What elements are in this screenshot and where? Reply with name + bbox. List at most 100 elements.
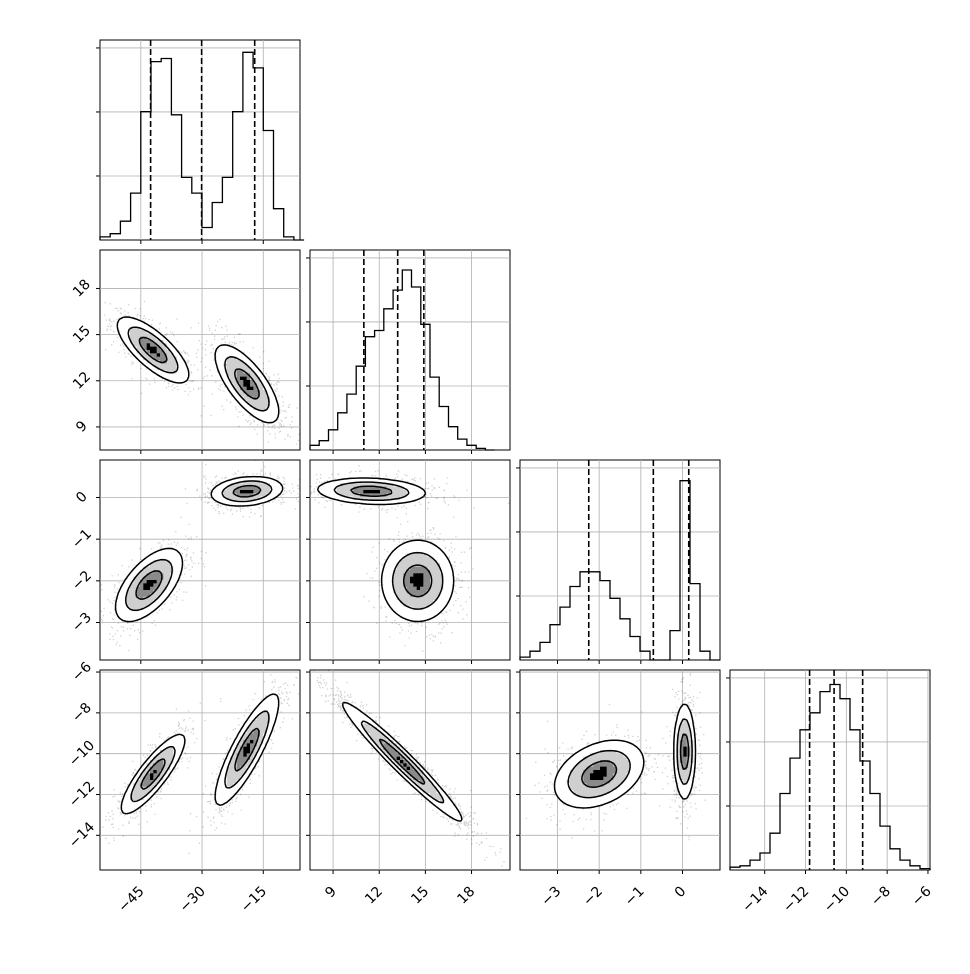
density-cell — [610, 753, 614, 758]
density-cell — [263, 410, 268, 414]
density-cell — [443, 793, 448, 798]
density-cell — [433, 563, 438, 568]
density-cell — [430, 566, 434, 571]
density-cell — [136, 796, 141, 801]
density-cell — [426, 596, 431, 601]
density-cell — [413, 610, 418, 614]
density-cell — [593, 760, 598, 764]
density-cell — [136, 330, 141, 334]
density-cell — [583, 770, 588, 774]
density-cell — [146, 793, 151, 798]
density-cell — [426, 576, 431, 581]
density-cell — [126, 580, 131, 584]
density-cell — [226, 353, 231, 358]
density-cell — [420, 540, 424, 544]
density-cell — [413, 783, 418, 788]
density-cell — [166, 763, 171, 768]
density-cell — [236, 786, 241, 791]
density-cell — [163, 350, 168, 354]
density-cell — [443, 576, 448, 581]
density-cell — [423, 560, 428, 564]
density-cell — [373, 486, 378, 491]
density-cell — [136, 790, 141, 794]
density-cell — [116, 323, 121, 328]
density-cell — [230, 793, 234, 798]
density-cell — [233, 500, 238, 504]
density-cell — [166, 583, 171, 588]
density-cell — [236, 783, 241, 788]
density-cell — [160, 780, 164, 784]
density-cell — [586, 763, 591, 768]
density-cell — [426, 773, 431, 778]
density-cell — [680, 713, 684, 718]
density-cell — [426, 790, 431, 794]
density-cell — [160, 560, 164, 564]
density-cell — [233, 753, 238, 758]
density-cell — [243, 726, 248, 731]
density-cell — [596, 756, 601, 761]
density-cell — [583, 800, 588, 804]
density-cell — [273, 493, 278, 498]
density-cell — [556, 786, 561, 791]
density-cell — [383, 583, 388, 588]
density-cell — [160, 596, 164, 601]
density-cell — [406, 573, 411, 578]
density-cell — [153, 770, 158, 774]
density-cell — [273, 410, 278, 414]
density-cell — [150, 603, 154, 608]
density-cell — [243, 750, 248, 754]
density-cell — [243, 476, 248, 481]
density-cell — [130, 596, 134, 601]
density-cell — [396, 583, 401, 588]
density-cell — [216, 353, 221, 358]
density-cell — [150, 356, 154, 361]
density-cell — [163, 556, 168, 561]
density-cell — [146, 576, 151, 581]
density-cell — [683, 773, 688, 778]
density-cell — [166, 363, 171, 368]
density-cell — [410, 766, 414, 771]
density-cell — [396, 576, 401, 581]
density-cell — [430, 796, 434, 801]
density-cell — [156, 580, 161, 584]
density-cell — [440, 563, 444, 568]
density-cell — [690, 780, 694, 784]
density-cell — [240, 363, 244, 368]
density-cell — [673, 733, 678, 738]
density-cell — [270, 713, 274, 718]
contour-line — [553, 703, 697, 809]
density-cell — [166, 350, 171, 354]
density-cell — [243, 723, 248, 728]
density-cell — [370, 486, 374, 491]
density-cell — [426, 780, 431, 784]
density-cell — [273, 490, 278, 494]
density-cell — [130, 590, 134, 594]
density-cell — [600, 766, 604, 771]
density-cell — [230, 780, 234, 784]
density-cell — [586, 750, 591, 754]
density-cell — [343, 486, 348, 491]
density-cell — [580, 766, 584, 771]
density-cell — [403, 563, 408, 568]
density-cell — [390, 593, 394, 598]
density-cell — [230, 493, 234, 498]
density-cell — [256, 373, 261, 378]
density-cell — [270, 400, 274, 404]
density-cell — [180, 743, 184, 748]
density-cell — [246, 753, 251, 758]
density-cell — [263, 403, 268, 408]
density-cell — [273, 716, 278, 721]
density-cell — [320, 486, 324, 491]
density-cell — [416, 593, 421, 598]
density-cell — [603, 783, 608, 788]
density-cell — [116, 613, 121, 618]
density-cell — [410, 486, 414, 491]
density-cell — [400, 490, 404, 494]
density-cell — [163, 770, 168, 774]
density-cell — [136, 780, 141, 784]
density-cell — [360, 500, 364, 504]
density-cell — [576, 763, 581, 768]
density-cell — [156, 753, 161, 758]
density-cell — [253, 723, 258, 728]
density-cell — [376, 740, 381, 744]
